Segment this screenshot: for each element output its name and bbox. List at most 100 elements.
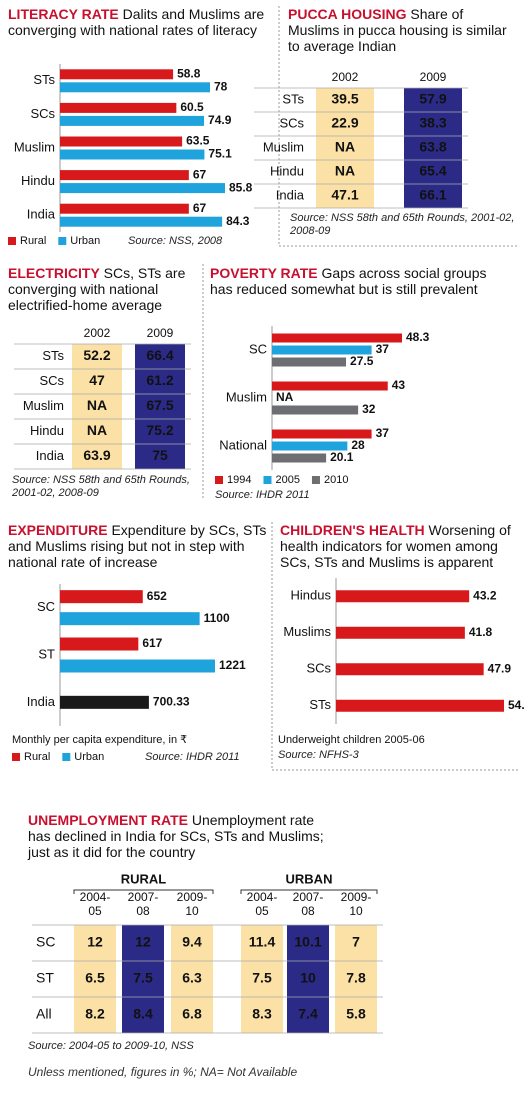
value-label: 84.3 xyxy=(226,214,250,228)
legend-swatch xyxy=(58,237,67,245)
value-label: 75.1 xyxy=(208,147,232,161)
bar xyxy=(60,115,205,126)
value-label: 700.33 xyxy=(153,695,190,709)
table-cell: 5.8 xyxy=(346,1006,366,1022)
bar xyxy=(60,183,225,194)
table-cell: 7 xyxy=(352,934,360,950)
table-cell: NA xyxy=(87,422,107,438)
column-band xyxy=(316,88,374,208)
table-cell: 11.4 xyxy=(249,934,276,950)
group-bracket xyxy=(73,889,214,894)
table-cell: NA xyxy=(87,397,107,413)
category-label: National xyxy=(219,437,267,452)
table-cell: 57.9 xyxy=(419,91,446,107)
panel-title: EXPENDITURE xyxy=(8,522,108,538)
table-cell: 7.4 xyxy=(298,1006,318,1022)
bar xyxy=(272,405,359,415)
group-bracket xyxy=(240,889,378,894)
bar xyxy=(60,637,139,651)
table-cell: 12 xyxy=(87,934,103,950)
panel-source: Source: IHDR 2011 xyxy=(145,751,240,763)
bar xyxy=(272,381,388,391)
panel-heading: UNEMPLOYMENT RATE Unemployment rate has … xyxy=(28,812,328,860)
bar xyxy=(60,695,149,709)
table-cell: 9.4 xyxy=(182,934,202,950)
table-cell: 8.2 xyxy=(85,1006,105,1022)
column-header: 2004-05 xyxy=(247,890,278,918)
value-label: 63.5 xyxy=(186,134,210,148)
bar xyxy=(60,203,189,214)
value-label: 43.2 xyxy=(473,588,497,602)
value-label: 60.5 xyxy=(180,100,204,114)
bar xyxy=(60,82,210,93)
bar xyxy=(60,216,223,227)
table-cell: 61.2 xyxy=(146,372,173,388)
category-label: ST xyxy=(38,646,55,661)
panel-title: ELECTRICITY xyxy=(8,265,100,281)
column-header: 2009 xyxy=(147,326,174,340)
value-label: 47.9 xyxy=(488,661,512,675)
value-label: 43 xyxy=(392,378,406,392)
legend-swatch xyxy=(311,476,320,484)
category-label: Hindus xyxy=(291,588,332,603)
bar xyxy=(336,590,470,603)
table-cell: 63.9 xyxy=(83,447,110,463)
table-cell: 12 xyxy=(135,934,151,950)
bar xyxy=(336,663,484,676)
column-band xyxy=(135,344,185,469)
category-label: SCs xyxy=(30,106,55,121)
column-band xyxy=(171,925,213,1033)
panel-source: Source: NSS 58th and 65th Rounds, 2001-0… xyxy=(290,212,515,237)
row-label: STs xyxy=(42,348,64,363)
column-band xyxy=(122,925,164,1033)
panel-heading: ELECTRICITY SCs, STs are converging with… xyxy=(8,265,198,313)
column-header: 2009-10 xyxy=(341,890,372,918)
category-label: SC xyxy=(37,599,55,614)
column-header: 2002 xyxy=(84,326,111,340)
category-label: Muslims xyxy=(283,624,331,639)
table-cell: 8.3 xyxy=(252,1006,272,1022)
panel-title: CHILDREN'S HEALTH xyxy=(280,522,425,538)
category-label: India xyxy=(27,694,56,709)
row-label: Muslim xyxy=(263,139,304,154)
category-label: SC xyxy=(249,341,267,356)
row-label: Muslim xyxy=(23,398,64,413)
table-cell: 52.2 xyxy=(83,347,110,363)
panel-heading: POVERTY RATE Gaps across social groups h… xyxy=(210,265,510,297)
table-cell: 47.1 xyxy=(331,187,358,203)
table-cell: 65.4 xyxy=(419,163,446,179)
column-header: 2002 xyxy=(332,70,359,84)
table-cell: 6.5 xyxy=(85,970,105,986)
bar xyxy=(60,590,143,604)
category-label: SCs xyxy=(306,661,331,676)
value-label: 48.3 xyxy=(406,330,430,344)
panel-source: Source: 2004-05 to 2009-10, NSS xyxy=(28,1040,194,1052)
value-label: 20.1 xyxy=(330,450,354,464)
value-label: 85.8 xyxy=(229,180,253,194)
legend-swatch xyxy=(62,753,71,761)
table-cell: 7.8 xyxy=(346,970,366,986)
panel-title: PUCCA HOUSING xyxy=(288,6,407,22)
legend-swatch xyxy=(12,753,20,761)
category-label: STs xyxy=(33,72,55,87)
table-cell: 7.5 xyxy=(133,970,153,986)
bar xyxy=(336,699,504,712)
table-cell: 7.5 xyxy=(252,970,272,986)
value-label: NA xyxy=(276,390,294,404)
table-cell: 67.5 xyxy=(146,397,173,413)
legend-swatch xyxy=(215,476,223,484)
panel-source: Source: NFHS-3 xyxy=(278,749,359,761)
row-label: SC xyxy=(36,934,55,950)
bar xyxy=(336,626,465,639)
row-label: Hindu xyxy=(270,163,304,178)
row-label: SCs xyxy=(39,373,64,388)
table-cell: 10 xyxy=(300,970,316,986)
value-label: 652 xyxy=(147,589,167,603)
column-band xyxy=(74,925,116,1033)
row-label: ST xyxy=(36,970,54,986)
row-label: STs xyxy=(282,91,304,106)
row-label: SCs xyxy=(279,115,304,130)
bar xyxy=(60,659,215,673)
table-cell: 75 xyxy=(152,447,168,463)
bar xyxy=(60,136,183,147)
